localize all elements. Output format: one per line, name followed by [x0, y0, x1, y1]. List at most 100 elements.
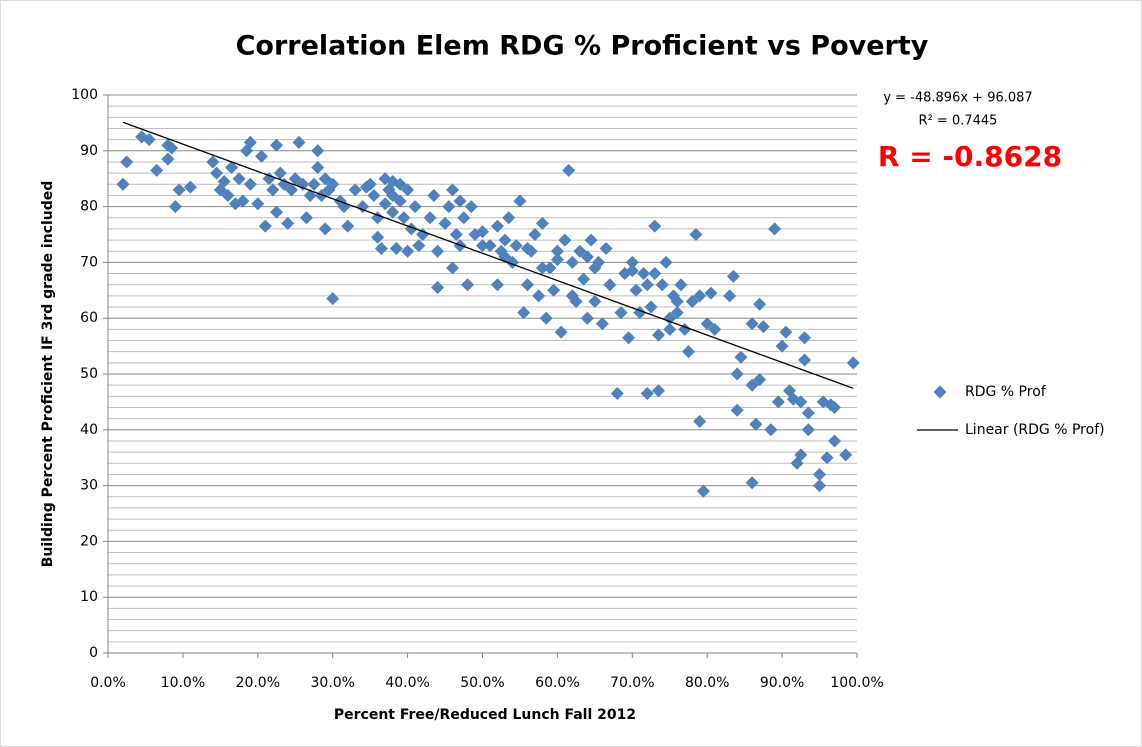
scatter-point — [753, 297, 767, 311]
scatter-point — [532, 289, 546, 303]
y-tick-label: 100 — [71, 87, 98, 103]
scatter-point — [644, 300, 658, 314]
scatter-point — [734, 350, 748, 364]
scatter-point — [513, 194, 527, 208]
scatter-point — [749, 417, 763, 431]
scatter-point — [288, 172, 302, 186]
x-tick-label: 20.0% — [236, 675, 280, 691]
scatter-point — [813, 479, 827, 493]
scatter-point — [547, 283, 561, 297]
scatter-point — [296, 177, 310, 191]
scatter-point — [700, 317, 714, 331]
scatter-point — [389, 241, 403, 255]
scatter-point — [266, 183, 280, 197]
scatter-point — [461, 278, 475, 292]
scatter-point — [655, 278, 669, 292]
scatter-point — [236, 194, 250, 208]
scatter-point — [341, 219, 355, 233]
scatter-point — [771, 395, 785, 409]
scatter-point — [438, 216, 452, 230]
scatter-point — [730, 367, 744, 381]
scatter-point — [798, 331, 812, 345]
y-axis-title: Building Percent Proficient IF 3rd grade… — [40, 181, 56, 568]
scatter-point — [580, 311, 594, 325]
scatter-point — [490, 219, 504, 233]
scatter-point — [318, 222, 332, 236]
scatter-point — [386, 205, 400, 219]
scatter-point — [577, 272, 591, 286]
scatter-point — [520, 241, 534, 255]
scatter-point — [150, 163, 164, 177]
scatter-point — [446, 183, 460, 197]
scatter-point — [562, 163, 576, 177]
scatter-point — [311, 161, 325, 175]
scatter-point — [270, 138, 284, 152]
scatter-point — [116, 177, 130, 191]
scatter-point — [565, 255, 579, 269]
x-tick-label: 90.0% — [760, 675, 804, 691]
scatter-point — [550, 253, 564, 267]
scatter-point — [595, 317, 609, 331]
scatter-point — [221, 188, 235, 202]
scatter-point — [584, 233, 598, 247]
scatter-point — [681, 345, 695, 359]
x-tick-label: 60.0% — [535, 675, 579, 691]
y-tick-label: 60 — [80, 310, 98, 326]
scatter-point — [726, 269, 740, 283]
scatter-point — [828, 434, 842, 448]
scatter-point — [670, 306, 684, 320]
scatter-point — [243, 135, 257, 149]
scatter-point — [457, 211, 471, 225]
scatter-point — [813, 467, 827, 481]
scatter-point — [768, 222, 782, 236]
scatter-point — [622, 331, 636, 345]
scatter-point — [311, 144, 325, 158]
scatter-point — [386, 188, 400, 202]
scatter-point — [839, 448, 853, 462]
scatter-point — [307, 177, 321, 191]
y-tick-label: 70 — [80, 254, 98, 270]
scatter-point — [625, 255, 639, 269]
scatter-point — [281, 216, 295, 230]
scatter-point — [550, 244, 564, 258]
scatter-point — [314, 188, 328, 202]
scatter-point — [565, 289, 579, 303]
scatter-point — [258, 219, 272, 233]
scatter-point — [502, 211, 516, 225]
scatter-point — [689, 228, 703, 241]
scatter-point — [292, 135, 306, 149]
y-tick-label: 10 — [80, 589, 98, 605]
scatter-point — [820, 451, 834, 465]
scatter-point — [427, 188, 441, 202]
scatter-point — [775, 339, 789, 353]
scatter-point — [629, 283, 643, 297]
trendline — [122, 121, 854, 389]
scatter-point — [262, 172, 276, 186]
scatter-point — [580, 250, 594, 264]
scatter-point — [745, 317, 759, 331]
x-tick-label: 0.0% — [90, 675, 126, 691]
scatter-point — [168, 200, 182, 214]
scatter-point — [446, 261, 460, 275]
scatter-point — [794, 448, 808, 462]
scatter-point — [648, 267, 662, 281]
scatter-point — [674, 278, 688, 292]
scatter-point — [483, 239, 497, 253]
scatter-point — [453, 194, 467, 208]
scatter-point — [273, 166, 287, 180]
scatter-point — [801, 423, 815, 437]
scatter-point — [232, 172, 246, 186]
x-tick-label: 80.0% — [685, 675, 729, 691]
scatter-point — [543, 261, 557, 275]
scatter-point — [449, 228, 463, 241]
scatter-point — [367, 188, 381, 202]
scatter-point — [401, 183, 415, 197]
x-tick-label: 50.0% — [460, 675, 504, 691]
scatter-point — [798, 353, 812, 367]
scatter-point — [588, 294, 602, 308]
r-squared: R² = 0.7445 — [919, 114, 998, 129]
scatter-point — [704, 286, 718, 300]
scatter-point — [431, 244, 445, 258]
scatter-point — [165, 141, 179, 155]
scatter-point — [161, 152, 175, 166]
